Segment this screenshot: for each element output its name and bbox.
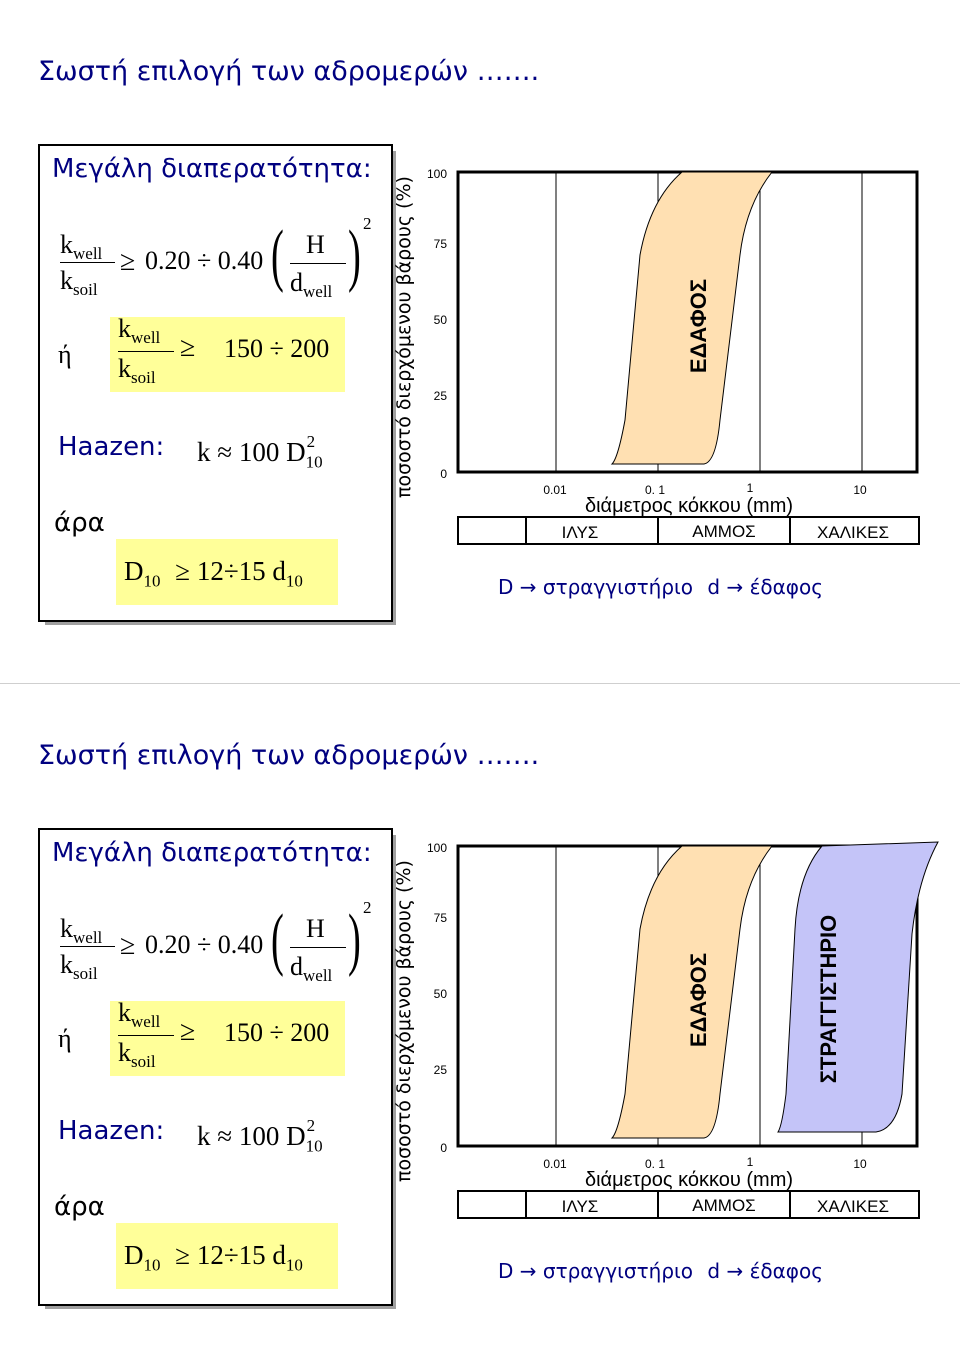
x-tick-label: 10 [853,1157,867,1171]
y-tick-label: 25 [434,1063,448,1077]
fraction-line [290,263,346,264]
x-axis-label: διάμετρος κόκκου (mm) [585,495,793,517]
ratio-range: 150 ÷ 200 [224,334,330,363]
or-word: ή [58,340,72,369]
geq-sign: ≥ [180,1016,196,1047]
x-tick-label: 1 [747,1155,754,1169]
highlight-box [110,1001,345,1076]
k-soil-denominator: ksoil [118,1038,156,1072]
x-tick-label: 0.01 [543,1157,567,1171]
k-soil-denominator: ksoil [60,950,98,984]
exponent: 2 [363,214,372,233]
haazen-label: Haazen: [58,1116,165,1146]
y-axis-label: ποσοστό διερχόμενου βάρους (%) [393,176,415,498]
soil-class-label: ΑΜΜΟΣ [692,522,755,541]
k-soil-denominator: ksoil [60,266,98,300]
slide-1: Σωστή επιλογή των αδρομερών ……. Μεγάλη δ… [0,0,960,683]
left-paren: ( [271,901,284,978]
slide-title: Σωστή επιλογή των αδρομερών ……. [38,740,540,771]
geq-sign: ≥ [120,930,136,961]
legend-D: D [498,575,514,599]
therefore-word: άρα [54,1192,105,1222]
soil-band-label: ΕΔΑΦΟΣ [686,279,711,373]
d-well-denominator: dwell [290,952,333,986]
highlight-box [116,1223,338,1289]
soil-class-strip [457,1190,920,1219]
box-heading: Μεγάλη διαπερατότητα: [52,838,372,868]
box-heading: Μεγάλη διαπερατότητα: [52,154,372,184]
d-well-denominator: dwell [290,268,333,302]
fraction-line [290,947,346,948]
H-numerator: H [306,230,325,259]
y-tick-label: 25 [434,389,448,403]
haazen-formula: k ≈ 100 D102 [197,432,323,472]
formula-box: Μεγάλη διαπερατότητα: kwell ksoil ≥ 0.20… [38,828,393,1306]
soil-band [610,171,774,465]
geq-sign: ≥ [120,246,136,277]
highlight-box [116,539,338,605]
k-well-numerator: kwell [118,998,161,1032]
slide-title: Σωστή επιλογή των αδρομερών ……. [38,56,540,87]
haazen-formula: k ≈ 100 D102 [197,1116,323,1156]
soil-class-label: ΧΑΛΙΚΕΣ [817,523,889,542]
k-well-numerator: kwell [60,914,103,948]
y-tick-label: 100 [427,167,447,181]
or-word: ή [58,1024,72,1053]
soil-class-label: ΙΛΥΣ [562,523,599,542]
fraction-line [118,1035,174,1036]
filter-band [777,841,939,1133]
legend-d: d [707,1259,721,1283]
x-tick-label: 0. 1 [645,483,665,497]
soil-class-label: ΑΜΜΟΣ [692,1196,755,1215]
ratio-range: 150 ÷ 200 [224,1018,330,1047]
page-divider [0,683,960,684]
soil-class-label: ΙΛΥΣ [562,1197,599,1216]
y-tick-label: 0 [440,467,447,481]
k-well-numerator: kwell [118,314,161,348]
grading-chart: ΕΔΑΦΟΣ ΣΤΡΑΓΓΙΣΤΗΡΙΟ 100 75 50 25 0 0.01… [427,841,939,1219]
y-tick-label: 50 [434,313,448,327]
soil-class-label: ΧΑΛΙΚΕΣ [817,1197,889,1216]
y-tick-label: 75 [434,911,448,925]
legend-d: d [707,575,721,599]
fraction-line [118,351,174,352]
exponent: 2 [363,898,372,917]
fraction-line [60,946,115,947]
soil-band [610,845,774,1139]
H-numerator: H [306,914,325,943]
therefore-word: άρα [54,508,105,538]
filter-criterion: D10 ≥ 12÷15 d10 [124,1240,303,1275]
x-tick-label: 0.01 [543,483,567,497]
fraction-line [60,262,115,263]
ratio-range: 0.20 ÷ 0.40 [145,930,264,959]
formula-box: Μεγάλη διαπερατότητα: kwell ksoil ≥ 0.20… [38,144,393,622]
right-paren: ) [348,901,361,978]
legend: D → στραγγιστήριο d → έδαφος [498,1259,823,1283]
ratio-range: 0.20 ÷ 0.40 [145,246,264,275]
filter-criterion: D10 ≥ 12÷15 d10 [124,556,303,591]
soil-class-strip [457,516,920,545]
x-axis-label: διάμετρος κόκκου (mm) [585,1169,793,1191]
y-tick-label: 100 [427,841,447,855]
left-paren: ( [271,217,284,294]
k-well-numerator: kwell [60,230,103,264]
slide-2: Σωστή επιλογή των αδρομερών ……. Μεγάλη δ… [0,684,960,1367]
x-tick-label: 10 [853,483,867,497]
y-tick-label: 50 [434,987,448,1001]
geq-sign: ≥ [180,332,196,363]
filter-band-label: ΣΤΡΑΓΓΙΣΤΗΡΙΟ [816,915,841,1084]
right-paren: ) [348,217,361,294]
legend: D → στραγγιστήριο d → έδαφος [498,575,823,599]
soil-band-label: ΕΔΑΦΟΣ [686,953,711,1047]
k-soil-denominator: ksoil [118,354,156,388]
grading-chart: ΕΔΑΦΟΣ 100 75 50 25 0 0.01 0. 1 1 10 διά… [427,167,920,545]
x-tick-label: 1 [747,481,754,495]
haazen-label: Haazen: [58,432,165,462]
y-tick-label: 0 [440,1141,447,1155]
y-tick-label: 75 [434,237,448,251]
y-axis-label: ποσοστό διερχόμενου βάρους (%) [393,860,415,1182]
x-tick-label: 0. 1 [645,1157,665,1171]
highlight-box [110,317,345,392]
legend-D: D [498,1259,514,1283]
